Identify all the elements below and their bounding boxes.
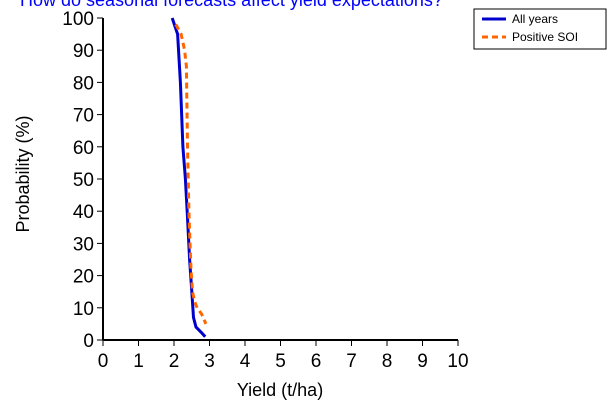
y-tick-label: 60 xyxy=(73,138,94,159)
series-lines xyxy=(170,17,208,338)
y-tick-label: 90 xyxy=(73,41,94,62)
x-tick-label: 5 xyxy=(275,351,286,372)
x-tick-label: 2 xyxy=(169,351,180,372)
y-tick-label: 10 xyxy=(73,299,94,320)
legend-label-all-years: All years xyxy=(512,12,558,26)
x-tick-label: 8 xyxy=(382,351,393,372)
legend-box xyxy=(473,8,607,50)
x-tick-label: 1 xyxy=(133,351,144,372)
x-tick-label: 7 xyxy=(346,351,357,372)
y-tick-label: 70 xyxy=(73,106,94,127)
legend: All years Positive SOI xyxy=(473,8,607,50)
y-tick-label: 30 xyxy=(73,234,94,255)
y-tick-label: 50 xyxy=(73,170,94,191)
x-tick-label: 3 xyxy=(204,351,215,372)
y-tick-label: 80 xyxy=(73,73,94,94)
axes: 0 10 20 30 40 50 60 70 80 90 100 0 1 2 3 4 5 6 7 8 9 10 xyxy=(62,9,468,372)
chart-title: How do seasonal forecasts affect yield e… xyxy=(20,0,443,10)
x-tick-label: 9 xyxy=(417,351,428,372)
y-tick-label: 20 xyxy=(73,267,94,288)
x-tick-label: 4 xyxy=(240,351,251,372)
y-axis-label: Probability (%) xyxy=(13,115,33,232)
y-tick-label: 100 xyxy=(62,9,94,30)
series-line-positive-soi xyxy=(174,23,208,325)
x-tick-label: 10 xyxy=(447,351,468,372)
legend-label-positive-soi: Positive SOI xyxy=(512,30,578,44)
x-tick-label: 6 xyxy=(311,351,322,372)
y-tick-label: 40 xyxy=(73,202,94,223)
x-tick-label: 0 xyxy=(98,351,109,372)
x-axis-label: Yield (t/ha) xyxy=(237,380,323,400)
y-tick-label: 0 xyxy=(83,331,94,352)
